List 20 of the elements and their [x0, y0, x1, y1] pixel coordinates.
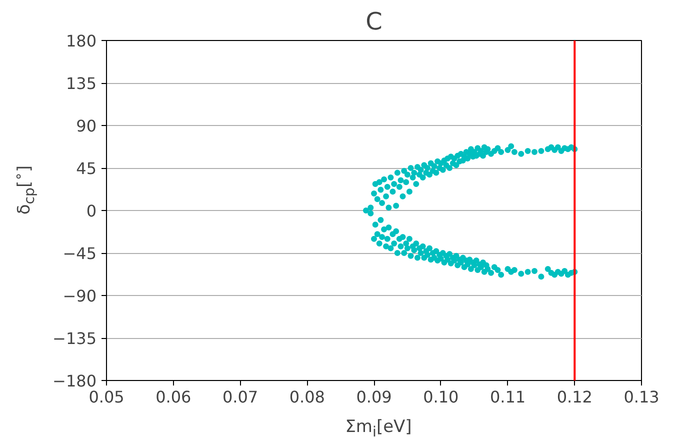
y-tick-label: −90 [62, 286, 96, 306]
x-tick-label: 0.06 [156, 388, 192, 406]
xlabel: Σm$_{i}$[eV] [344, 416, 413, 438]
x-tick-label: 0.12 [556, 388, 592, 406]
chart-title: C [366, 8, 382, 36]
y-tick-label: 0 [86, 202, 97, 220]
y-tick-label: 180 [66, 32, 97, 50]
y-tick-label: −45 [62, 244, 96, 263]
x-tick-label: 0.07 [222, 388, 258, 406]
x-tick-label: 0.10 [423, 388, 459, 406]
x-tick-label: 0.08 [289, 388, 325, 406]
y-tick-label: 135 [66, 74, 97, 93]
x-tick-label: 0.13 [624, 388, 660, 406]
y-tick-label: 45 [76, 159, 96, 178]
y-tick-label: −180 [52, 372, 97, 390]
y-tick-label: −135 [52, 329, 97, 348]
x-tick-label: 0.05 [88, 388, 124, 406]
x-tick-label: 0.11 [490, 388, 526, 406]
x-tick-label: 0.09 [356, 388, 392, 406]
y-tick-label: 90 [76, 116, 96, 136]
